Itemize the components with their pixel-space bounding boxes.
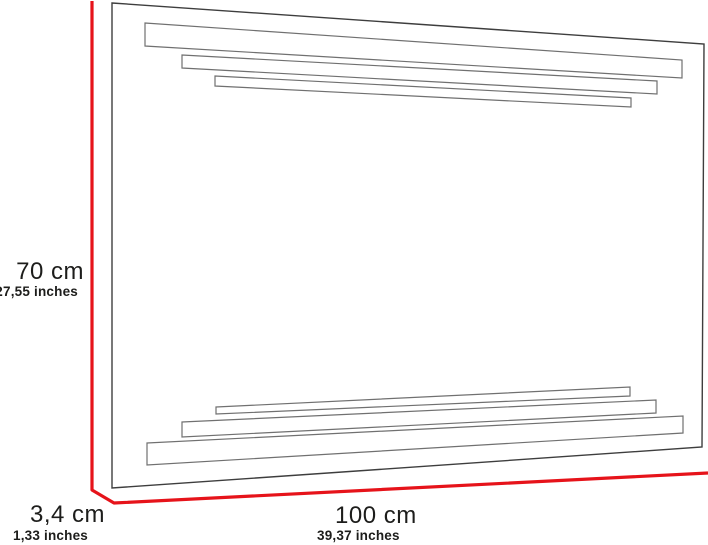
width-label-inches: 39,37 inches bbox=[317, 528, 400, 543]
dimension-line bbox=[90, 1, 708, 505]
top-strip-1 bbox=[144, 22, 683, 79]
height-label-inches: 27,55 inches bbox=[0, 284, 78, 299]
height-label-cm: 70 cm bbox=[16, 258, 84, 285]
top-strip-3 bbox=[214, 75, 632, 108]
bottom-strip-3 bbox=[215, 386, 631, 415]
depth-label-cm: 3,4 cm bbox=[30, 501, 106, 528]
top-strip-2 bbox=[181, 54, 658, 95]
width-label-cm: 100 cm bbox=[335, 502, 417, 529]
panel-outline bbox=[111, 2, 705, 489]
depth-label-inches: 1,33 inches bbox=[13, 528, 88, 543]
bottom-strip-2 bbox=[181, 399, 657, 438]
bottom-strip-1 bbox=[146, 415, 684, 466]
